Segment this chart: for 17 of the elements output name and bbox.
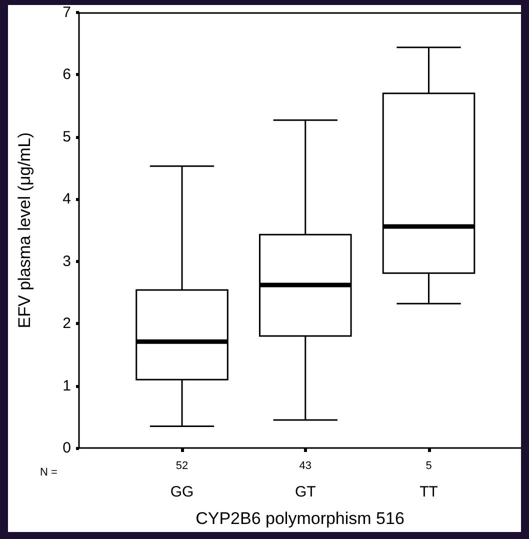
y-tick-label: 4 <box>62 190 71 208</box>
y-tick-label: 6 <box>62 66 71 84</box>
text: 5 <box>426 460 432 472</box>
x-tick-label: TT <box>420 484 438 500</box>
y-axis-title: EFV plasma level (μg/mL) <box>15 132 34 328</box>
y-tick-label: 2 <box>62 315 71 332</box>
y-tick-label: 1 <box>62 377 71 394</box>
x-axis-title: CYP2B6 polymorphism 516 <box>196 509 404 528</box>
text: 43 <box>299 460 312 472</box>
y-tick-label: 0 <box>62 440 71 456</box>
text: 52 <box>176 460 188 472</box>
y-tick-label: 7 <box>62 4 71 21</box>
x-tick-label: GG <box>170 484 194 500</box>
text: N = <box>40 466 58 478</box>
x-tick-label: GT <box>294 484 316 500</box>
y-tick-label: 3 <box>62 252 71 270</box>
y-tick-label: 5 <box>62 128 71 146</box>
